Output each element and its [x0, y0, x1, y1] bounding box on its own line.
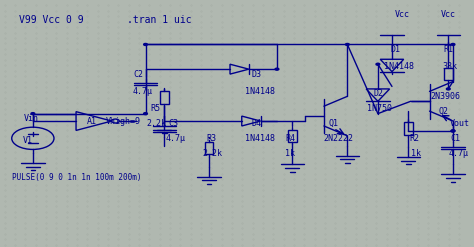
Text: Vcc: Vcc [441, 10, 456, 19]
Text: PULSE(0 9 0 1n 1n 100m 200m): PULSE(0 9 0 1n 1n 100m 200m) [12, 173, 141, 182]
Bar [205, 142, 213, 154]
Circle shape [376, 63, 380, 65]
Circle shape [447, 88, 450, 90]
Circle shape [451, 130, 455, 132]
Text: D1: D1 [391, 45, 401, 54]
Text: 1N4148: 1N4148 [245, 134, 275, 143]
Text: .tran 1 uic: .tran 1 uic [127, 15, 191, 25]
Text: Q2: Q2 [439, 107, 449, 116]
Text: R4: R4 [285, 134, 295, 143]
Text: 2.2k: 2.2k [147, 119, 167, 128]
Text: C3: C3 [168, 119, 178, 128]
Text: 1N4148: 1N4148 [245, 87, 275, 96]
Circle shape [31, 113, 35, 115]
Text: A1: A1 [87, 117, 97, 125]
Text: 2N2222: 2N2222 [323, 134, 353, 143]
Text: R5: R5 [150, 104, 160, 113]
Circle shape [451, 130, 455, 132]
Bar [288, 130, 297, 142]
Circle shape [451, 43, 455, 45]
Text: 1N750: 1N750 [367, 104, 392, 113]
Text: 4.7μ: 4.7μ [448, 149, 468, 158]
Bar [404, 122, 413, 135]
Text: R2: R2 [410, 134, 420, 143]
Text: R3: R3 [207, 134, 217, 143]
Text: 4.7μ: 4.7μ [166, 134, 186, 143]
Text: 1k: 1k [411, 149, 421, 158]
Bar [160, 91, 169, 104]
Text: V1: V1 [23, 136, 33, 145]
Text: Vin: Vin [24, 114, 38, 123]
Bar [444, 68, 453, 80]
Text: 1N4148: 1N4148 [384, 62, 414, 71]
Text: D3: D3 [251, 70, 261, 79]
Text: D2: D2 [373, 89, 383, 98]
Text: Vout: Vout [450, 119, 470, 128]
Text: 2.2k: 2.2k [203, 149, 223, 158]
Text: V99 Vcc 0 9: V99 Vcc 0 9 [19, 15, 83, 25]
Text: Vcc: Vcc [394, 10, 410, 19]
Text: 33k: 33k [442, 62, 457, 71]
Text: Vhigh=9: Vhigh=9 [106, 117, 141, 125]
Text: Q1: Q1 [328, 119, 338, 128]
Circle shape [346, 43, 349, 45]
Circle shape [144, 113, 147, 115]
Text: 2N3906: 2N3906 [431, 92, 461, 101]
Circle shape [275, 68, 279, 70]
Text: 4.7μ: 4.7μ [133, 87, 153, 96]
Text: R1: R1 [444, 45, 454, 54]
Circle shape [144, 43, 147, 45]
Text: 1k: 1k [285, 149, 295, 158]
Text: D4: D4 [251, 119, 261, 128]
Text: C1: C1 [451, 134, 461, 143]
Text: C2: C2 [134, 70, 144, 79]
